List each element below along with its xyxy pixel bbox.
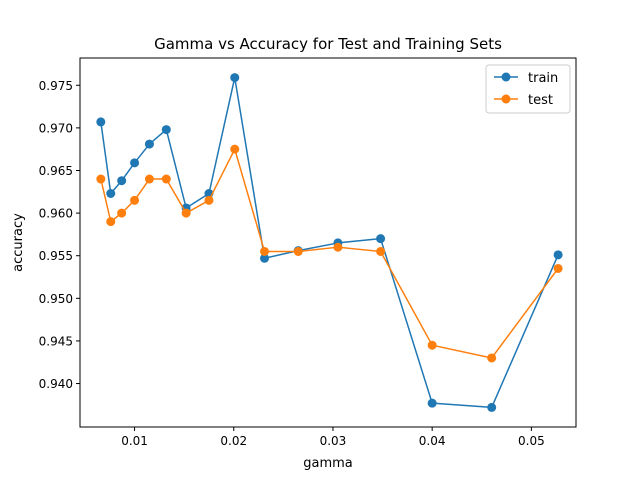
- data-point-test: [260, 246, 270, 256]
- data-point-train: [96, 117, 106, 127]
- data-point-test: [553, 263, 563, 273]
- y-tick-label: 0.970: [39, 121, 73, 135]
- data-point-test: [161, 174, 171, 184]
- plot-area: [80, 58, 576, 427]
- data-point-test: [230, 144, 240, 154]
- y-tick-label: 0.940: [39, 377, 73, 391]
- x-tick-label: 0.05: [518, 434, 545, 448]
- legend-label-test: test: [528, 93, 553, 108]
- data-point-test: [204, 195, 214, 205]
- data-point-test: [181, 208, 191, 218]
- data-point-train: [487, 402, 497, 412]
- data-point-test: [333, 242, 343, 252]
- legend-marker-test: [501, 94, 511, 104]
- x-tick-label: 0.03: [320, 434, 347, 448]
- data-point-train: [106, 189, 116, 198]
- y-axis: 0.940 0.945 0.950 0.955 0.960 0.965 0.970 0.975: [39, 79, 80, 391]
- y-tick-label: 0.960: [39, 207, 73, 221]
- y-tick-label: 0.945: [39, 334, 73, 348]
- x-axis-label: gamma: [303, 456, 353, 471]
- data-point-train: [376, 234, 386, 244]
- data-point-train: [230, 73, 240, 83]
- data-point-test: [376, 246, 386, 256]
- data-point-test: [144, 174, 154, 184]
- series-layer: [96, 73, 563, 412]
- x-tick-label: 0.02: [220, 434, 247, 448]
- plot-frame: [79, 57, 577, 428]
- data-point-train: [260, 253, 270, 263]
- series-line-train: [100, 76, 559, 409]
- y-tick-label: 0.950: [39, 292, 73, 306]
- legend-marker-train: [501, 72, 511, 82]
- data-point-train: [117, 176, 127, 186]
- series-test: [96, 144, 563, 363]
- y-tick-label: 0.955: [39, 249, 73, 263]
- x-tick-label: 0.01: [121, 434, 148, 448]
- data-point-train: [161, 125, 171, 135]
- data-point-train: [553, 250, 563, 260]
- data-point-test: [427, 340, 437, 350]
- data-point-train: [427, 398, 437, 408]
- series-line-test: [100, 148, 559, 359]
- data-point-test: [293, 246, 303, 256]
- data-point-train: [130, 158, 140, 168]
- data-point-test: [96, 174, 106, 184]
- y-tick-label: 0.965: [39, 164, 73, 178]
- data-point-test: [106, 217, 116, 227]
- legend-label-train: train: [528, 71, 558, 86]
- data-point-test: [117, 208, 127, 218]
- y-axis-label: accuracy: [11, 213, 26, 272]
- data-point-test: [487, 353, 497, 363]
- legend: train test: [485, 64, 571, 114]
- x-axis: 0.01 0.02 0.03 0.04 0.05: [121, 427, 545, 448]
- chart-title: Gamma vs Accuracy for Test and Training …: [154, 35, 502, 53]
- data-point-train: [144, 139, 154, 149]
- y-tick-label: 0.975: [39, 79, 73, 93]
- data-point-test: [130, 195, 140, 205]
- x-tick-label: 0.04: [419, 434, 446, 448]
